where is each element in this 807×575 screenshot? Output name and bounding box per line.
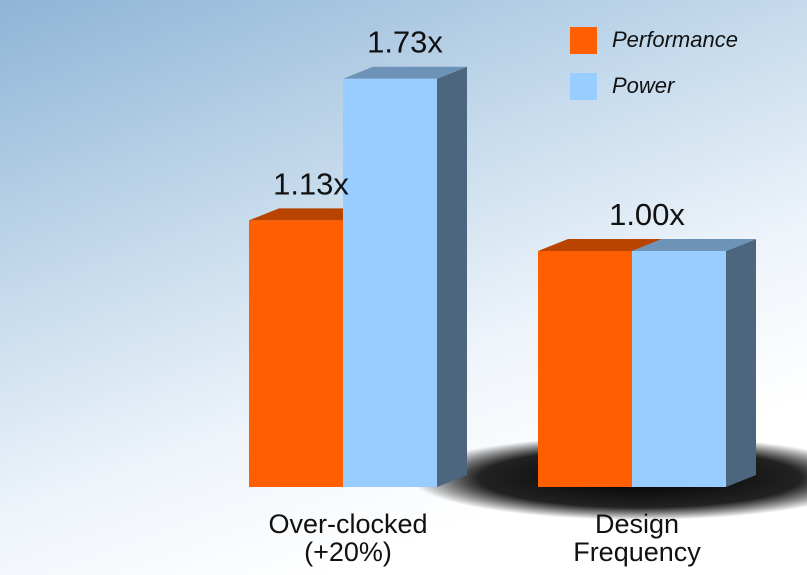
bar <box>632 251 726 487</box>
value-label: 1.73x <box>367 25 443 60</box>
category-label: Over-clocked (+20%) <box>268 509 428 567</box>
category-label: Design Frequency <box>573 509 701 567</box>
bar-top <box>249 208 373 221</box>
bar-top <box>538 239 662 251</box>
bar-top <box>343 66 467 79</box>
legend-swatch <box>570 73 597 100</box>
value-label: 1.00x <box>609 197 685 232</box>
legend-label: Performance <box>612 27 738 52</box>
bar <box>538 251 632 487</box>
bar-top <box>632 239 756 251</box>
bar <box>249 220 343 487</box>
value-label: 1.13x <box>273 166 349 201</box>
legend-label: Power <box>612 73 676 98</box>
bar-side <box>437 66 467 487</box>
legend-swatch <box>570 27 597 54</box>
bar-side <box>726 239 756 487</box>
bar <box>343 78 437 487</box>
